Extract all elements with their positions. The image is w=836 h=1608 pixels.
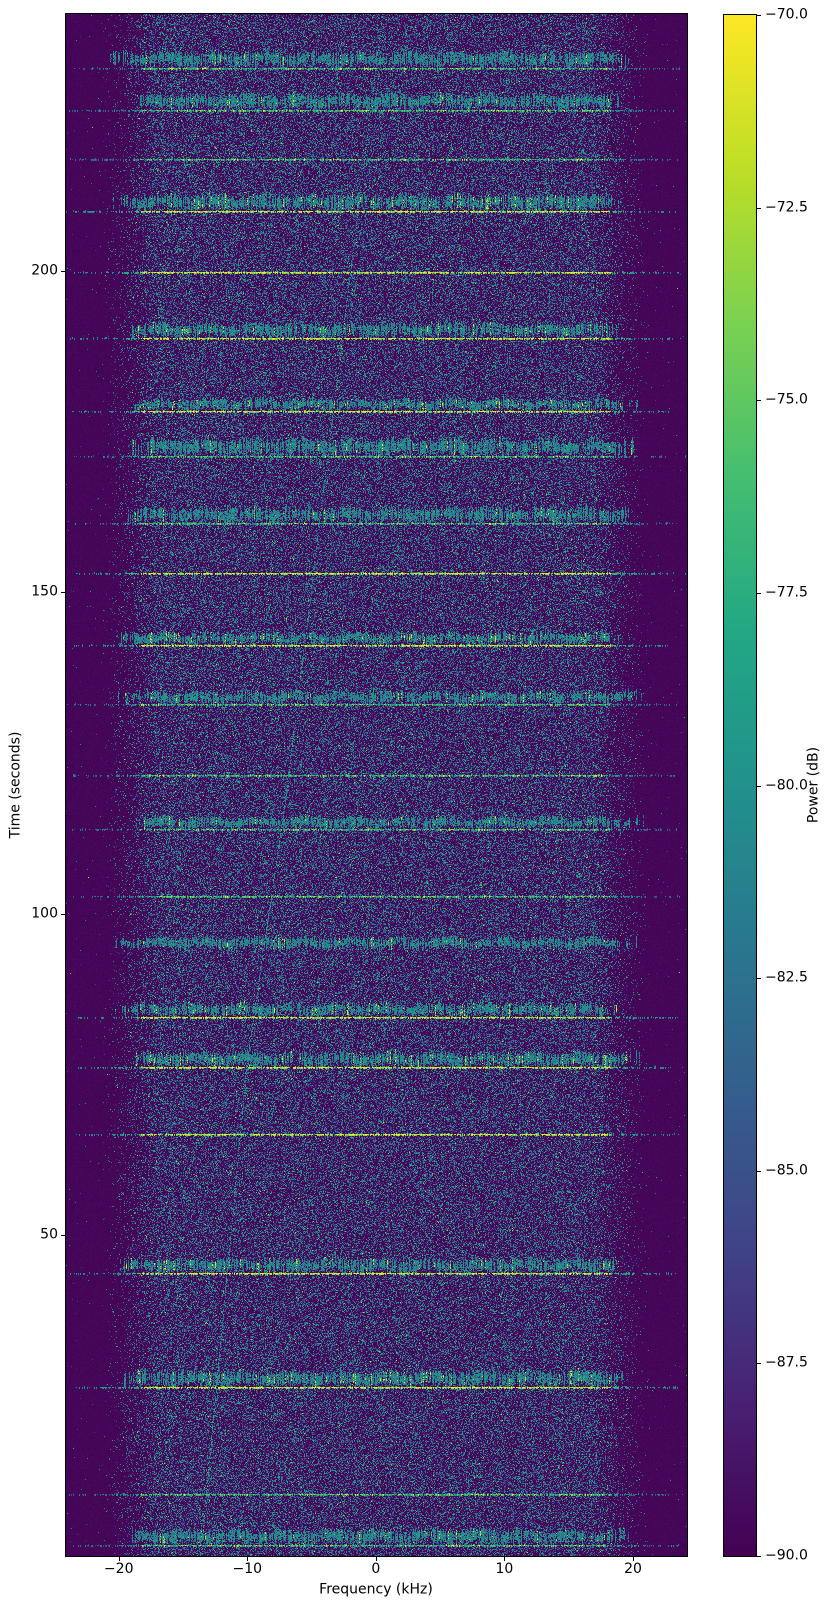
colorbar-tick-mark <box>757 207 761 209</box>
x-tick-mark <box>375 1557 377 1561</box>
x-tick-label: −20 <box>103 1561 134 1577</box>
colorbar-label: Power (dB) <box>805 746 822 824</box>
y-tick-mark <box>61 1234 65 1236</box>
x-tick-mark <box>247 1557 249 1561</box>
y-tick-mark <box>61 913 65 915</box>
colorbar-tick-mark <box>757 785 761 787</box>
colorbar-tick-mark <box>757 1556 761 1557</box>
colorbar-tick-label: −77.5 <box>765 584 808 601</box>
y-tick-label: 50 <box>40 1226 58 1243</box>
x-tick-mark <box>633 1557 634 1561</box>
colorbar-canvas <box>723 14 757 1557</box>
x-tick-label: 0 <box>371 1561 381 1577</box>
spectrogram-heatmap-canvas <box>65 13 688 1557</box>
colorbar-tick-mark <box>757 400 761 402</box>
y-tick-label: 150 <box>31 583 58 600</box>
colorbar-tick-mark <box>757 1170 761 1172</box>
colorbar-tick-label: −72.5 <box>765 199 808 216</box>
colorbar-tick-mark <box>757 15 761 16</box>
x-tick-mark <box>504 1557 506 1561</box>
colorbar-tick-label: −80.0 <box>765 777 808 793</box>
x-axis-label: Frequency (kHz) <box>319 1581 433 1598</box>
colorbar-tick-mark <box>757 978 761 980</box>
y-tick-mark <box>61 271 65 272</box>
colorbar-tick-label: −75.0 <box>765 391 808 408</box>
x-tick-mark <box>118 1557 120 1561</box>
colorbar-tick-mark <box>757 592 761 594</box>
x-tick-label: −10 <box>232 1561 263 1577</box>
colorbar-tick-label: −90.0 <box>765 1547 808 1564</box>
x-tick-label: 20 <box>624 1561 642 1577</box>
x-tick-label: 10 <box>495 1561 514 1577</box>
y-axis-label: Time (seconds) <box>7 731 24 839</box>
y-tick-mark <box>61 592 65 594</box>
colorbar-tick-label: −87.5 <box>765 1354 808 1371</box>
y-tick-label: 200 <box>31 262 58 279</box>
y-tick-label: 100 <box>31 905 58 921</box>
colorbar-tick-label: −85.0 <box>765 1162 808 1179</box>
colorbar-tick-label: −70.0 <box>765 6 808 23</box>
colorbar-tick-label: −82.5 <box>765 969 808 986</box>
colorbar-tick-mark <box>757 1363 761 1365</box>
